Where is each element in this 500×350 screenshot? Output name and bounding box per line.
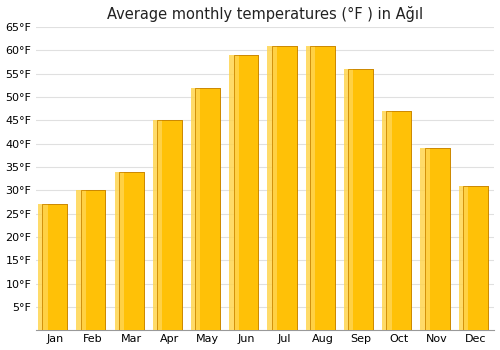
Bar: [463, 186, 488, 330]
Bar: [348, 69, 373, 330]
Bar: [344, 69, 354, 330]
Bar: [153, 120, 162, 330]
Bar: [119, 172, 144, 330]
Bar: [386, 111, 411, 330]
Bar: [229, 55, 238, 330]
Bar: [38, 204, 48, 330]
Bar: [424, 148, 450, 330]
Bar: [234, 55, 258, 330]
Bar: [458, 186, 468, 330]
Bar: [310, 46, 335, 330]
Bar: [80, 190, 106, 330]
Bar: [234, 55, 258, 330]
Bar: [157, 120, 182, 330]
Bar: [272, 46, 296, 330]
Bar: [348, 69, 373, 330]
Title: Average monthly temperatures (°F ) in Ağıl: Average monthly temperatures (°F ) in Ağ…: [107, 6, 423, 22]
Bar: [424, 148, 450, 330]
Bar: [420, 148, 430, 330]
Bar: [42, 204, 68, 330]
Bar: [272, 46, 296, 330]
Bar: [382, 111, 392, 330]
Bar: [119, 172, 144, 330]
Bar: [157, 120, 182, 330]
Bar: [114, 172, 124, 330]
Bar: [268, 46, 277, 330]
Bar: [196, 88, 220, 330]
Bar: [463, 186, 488, 330]
Bar: [191, 88, 200, 330]
Bar: [196, 88, 220, 330]
Bar: [80, 190, 106, 330]
Bar: [42, 204, 68, 330]
Bar: [386, 111, 411, 330]
Bar: [76, 190, 86, 330]
Bar: [306, 46, 315, 330]
Bar: [310, 46, 335, 330]
